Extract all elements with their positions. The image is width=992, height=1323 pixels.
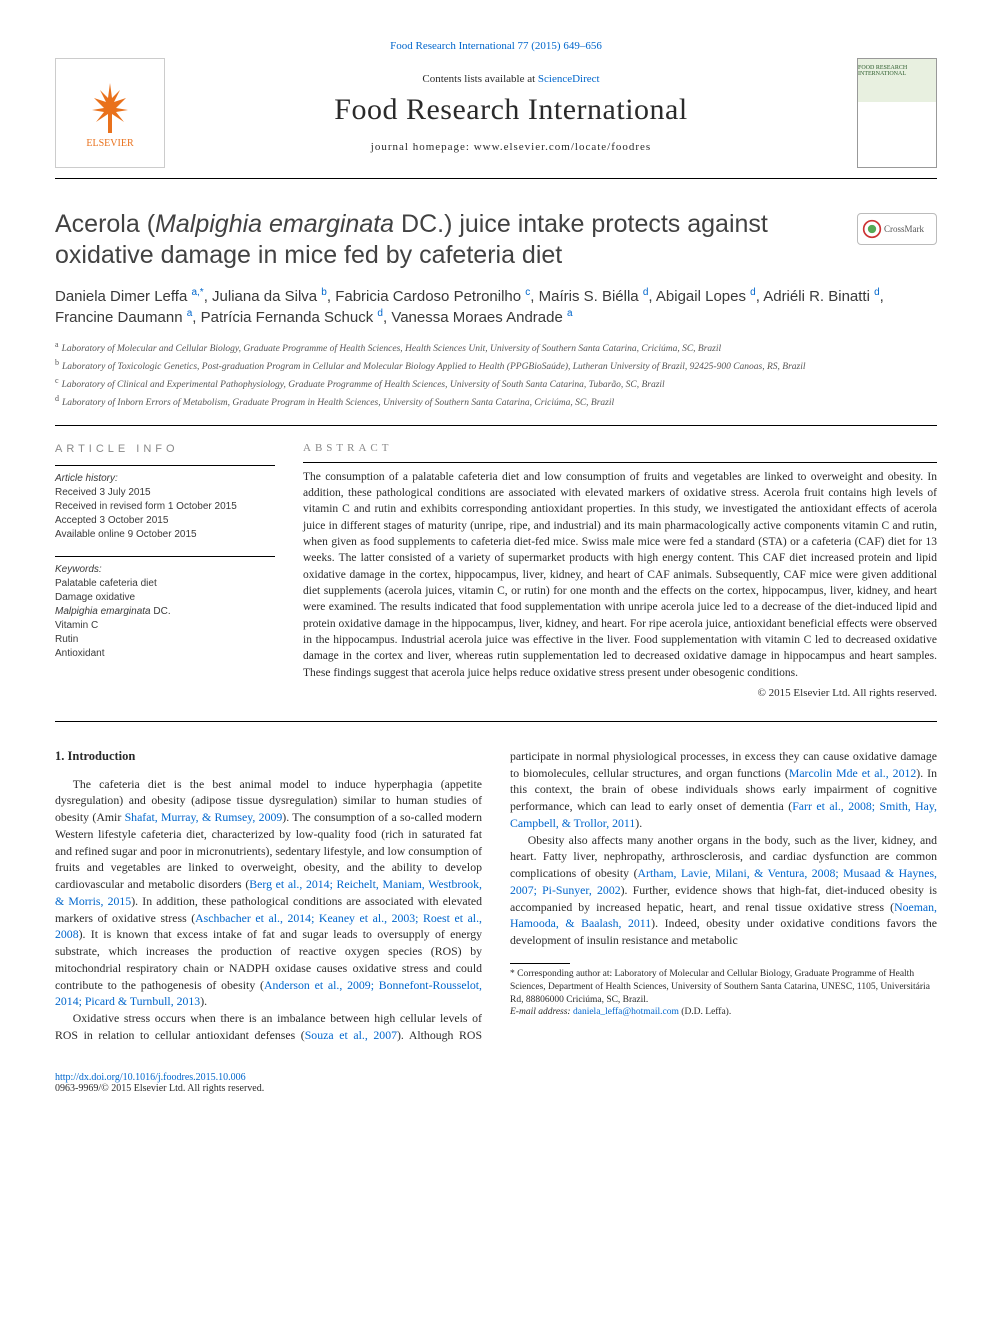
article-history: Article history: Received 3 July 2015Rec… [55, 465, 275, 542]
ref-link[interactable]: Souza et al., 2007 [305, 1028, 397, 1042]
article-info-label: ARTICLE INFO [55, 442, 275, 457]
crossmark-icon [862, 219, 882, 239]
history-item: Available online 9 October 2015 [55, 528, 275, 542]
masthead-center: Contents lists available at ScienceDirec… [165, 73, 857, 153]
homepage-prefix: journal homepage: [371, 141, 474, 153]
journal-title: Food Research International [165, 93, 857, 127]
ref-link[interactable]: Marcolin Mde et al., 2012 [789, 766, 916, 780]
author: Patrícia Fernanda Schuck d [201, 309, 383, 326]
affiliations-list: aLaboratory of Molecular and Cellular Bi… [55, 339, 937, 426]
corr-star: * [510, 969, 515, 979]
author: Juliana da Silva b [212, 288, 327, 305]
author: Adriéli R. Binatti d [763, 288, 879, 305]
keyword-item: Vitamin C [55, 619, 275, 633]
abstract-copyright: © 2015 Elsevier Ltd. All rights reserved… [303, 687, 937, 699]
author-affil-sup: a [187, 308, 193, 319]
p1f: ). [200, 994, 207, 1008]
history-item: Accepted 3 October 2015 [55, 514, 275, 528]
author-affil-sup: b [321, 287, 327, 298]
affiliation: bLaboratory of Toxicologic Genetics, Pos… [55, 357, 937, 375]
info-abstract-row: ARTICLE INFO Article history: Received 3… [55, 442, 937, 722]
authors-list: Daniela Dimer Leffa a,*, Juliana da Silv… [55, 286, 937, 330]
email-label: E-mail address: [510, 1007, 573, 1017]
author: Vanessa Moraes Andrade a [391, 309, 572, 326]
crossmark-badge[interactable]: CrossMark [857, 213, 937, 245]
corr-text: Corresponding author at: Laboratory of M… [510, 969, 930, 1005]
contents-prefix: Contents lists available at [422, 73, 537, 85]
affiliation: cLaboratory of Clinical and Experimental… [55, 375, 937, 393]
intro-p1: The cafeteria diet is the best animal mo… [55, 776, 482, 1011]
abstract: ABSTRACT The consumption of a palatable … [303, 442, 937, 699]
author-affil-sup: d [377, 308, 383, 319]
p2d: ). [635, 816, 642, 830]
footnote-rule [510, 963, 570, 964]
keywords-label: Keywords: [55, 563, 275, 577]
history-item: Received in revised form 1 October 2015 [55, 500, 275, 514]
author: Francine Daumann a [55, 309, 192, 326]
author: Maíris S. Biélla d [539, 288, 649, 305]
affiliation: dLaboratory of Inborn Errors of Metaboli… [55, 393, 937, 411]
crossmark-label: CrossMark [884, 224, 924, 234]
header-citation-link[interactable]: Food Research International 77 (2015) 64… [390, 40, 602, 52]
homepage-url[interactable]: www.elsevier.com/locate/foodres [474, 141, 652, 153]
keyword-item: Palatable cafeteria diet [55, 577, 275, 591]
masthead: ELSEVIER Contents lists available at Sci… [55, 58, 937, 179]
contents-available: Contents lists available at ScienceDirec… [165, 73, 857, 85]
history-label: Article history: [55, 472, 275, 486]
keyword-item: Malpighia emarginata DC. [55, 605, 275, 619]
page-footer: http://dx.doi.org/10.1016/j.foodres.2015… [55, 1072, 937, 1094]
corresponding-footnote: * Corresponding author at: Laboratory of… [510, 968, 937, 1019]
sciencedirect-link[interactable]: ScienceDirect [538, 73, 600, 85]
keyword-item: Rutin [55, 633, 275, 647]
title-italic: Malpighia emarginata [155, 210, 394, 238]
article-body: 1. Introduction The cafeteria diet is th… [55, 748, 937, 1044]
article-title: Acerola (Malpighia emarginata DC.) juice… [55, 209, 835, 272]
article-info: ARTICLE INFO Article history: Received 3… [55, 442, 275, 699]
author-affil-sup: a,* [191, 287, 203, 298]
intro-heading: 1. Introduction [55, 748, 482, 766]
email-suffix: (D.D. Leffa). [679, 1007, 731, 1017]
elsevier-name: ELSEVIER [86, 138, 133, 149]
elsevier-tree-icon [80, 78, 140, 138]
affiliation: aLaboratory of Molecular and Cellular Bi… [55, 339, 937, 357]
author: Daniela Dimer Leffa a,* [55, 288, 204, 305]
issn-copyright: 0963-9969/© 2015 Elsevier Ltd. All right… [55, 1083, 264, 1094]
doi-link[interactable]: http://dx.doi.org/10.1016/j.foodres.2015… [55, 1072, 937, 1083]
journal-cover-thumb: FOOD RESEARCH INTERNATIONAL [857, 58, 937, 168]
header-citation: Food Research International 77 (2015) 64… [55, 40, 937, 52]
ref-link[interactable]: Shafat, Murray, & Rumsey, 2009 [125, 810, 283, 824]
author-affil-sup: c [525, 287, 530, 298]
cover-title: FOOD RESEARCH INTERNATIONAL [858, 65, 936, 77]
intro-p3: Obesity also affects many another organs… [510, 832, 937, 949]
abstract-label: ABSTRACT [303, 442, 937, 454]
keyword-item: Damage oxidative [55, 591, 275, 605]
author-affil-sup: a [567, 308, 573, 319]
author-affil-sup: d [874, 287, 880, 298]
article-header: CrossMark Acerola (Malpighia emarginata … [55, 209, 937, 426]
journal-homepage: journal homepage: www.elsevier.com/locat… [165, 141, 857, 153]
author-affil-sup: d [643, 287, 649, 298]
abstract-body: The consumption of a palatable cafeteria… [303, 462, 937, 681]
corr-email-link[interactable]: daniela_leffa@hotmail.com [573, 1007, 679, 1017]
title-part-1: Acerola ( [55, 210, 155, 238]
keywords-block: Keywords: Palatable cafeteria dietDamage… [55, 556, 275, 661]
history-item: Received 3 July 2015 [55, 486, 275, 500]
elsevier-logo: ELSEVIER [55, 58, 165, 168]
author: Fabricia Cardoso Petronilho c [335, 288, 530, 305]
author-affil-sup: d [750, 287, 756, 298]
author: Abigail Lopes d [656, 288, 756, 305]
keyword-item: Antioxidant [55, 647, 275, 661]
